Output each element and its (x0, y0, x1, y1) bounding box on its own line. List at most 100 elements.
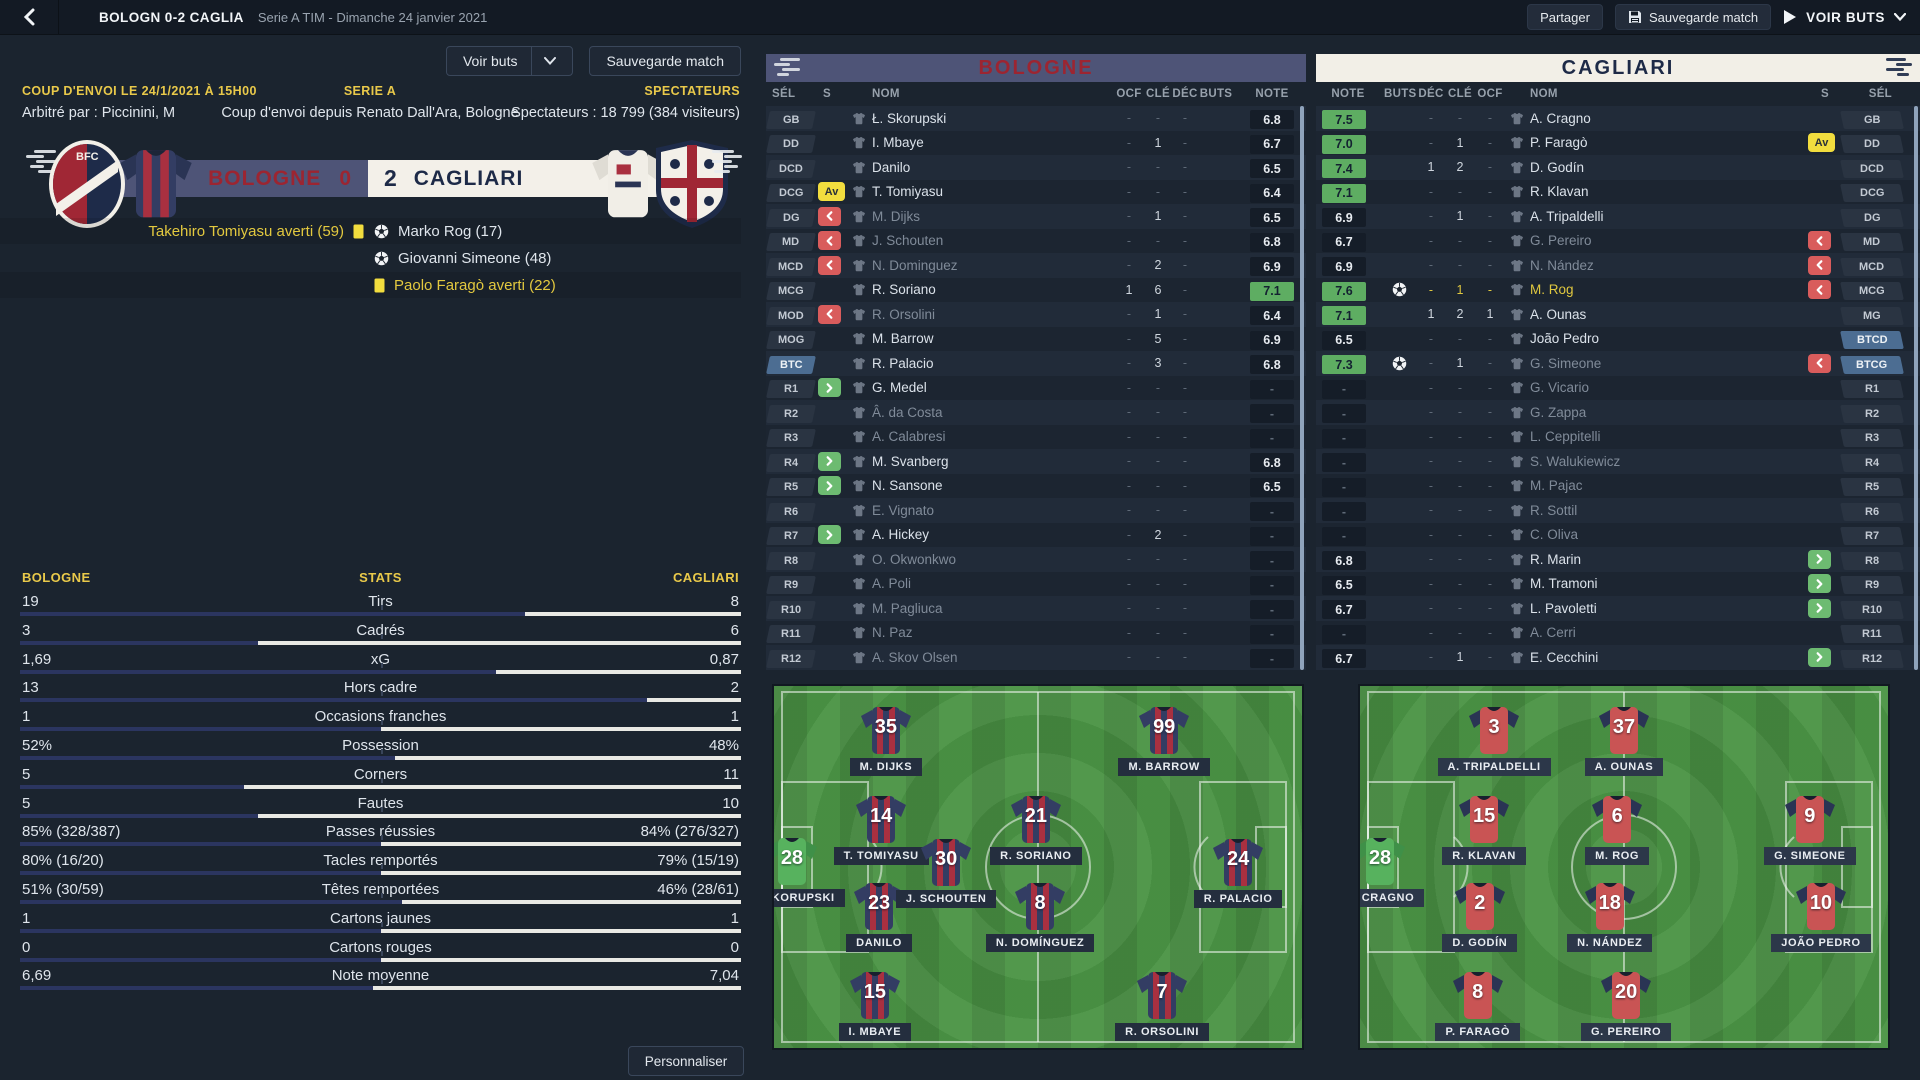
table-row[interactable]: DD Av P. Faragò 7.0 - 1 - (1316, 130, 1920, 155)
stat-home-value: 5 (22, 765, 31, 783)
pitch-player[interactable]: 3 A. TRIPALDELLI (1429, 703, 1559, 777)
table-row[interactable]: BTCG G. Simeone 7.3 - 1 - (1316, 351, 1920, 376)
pitch-player[interactable]: 15 I. MBAYE (810, 968, 940, 1042)
pitch-player[interactable]: 14 T. TOMIYASU (816, 792, 946, 865)
pitch-player[interactable]: 21 R. SORIANO (971, 792, 1101, 865)
sort-lines-icon[interactable] (1882, 58, 1912, 80)
stat-label: Note moyenne (331, 967, 430, 985)
table-row[interactable]: MCD N. Nández 6.9 - - - (1316, 253, 1920, 278)
rating-cell: - (1322, 400, 1366, 425)
table-row[interactable]: R12 E. Cecchini 6.7 - 1 - (1316, 645, 1920, 670)
stat-cell: - (1428, 184, 1434, 199)
pitch-player[interactable]: 35 M. DIJKS (821, 703, 951, 777)
personnaliser-button[interactable]: Personnaliser (628, 1046, 744, 1076)
table-row[interactable]: R2 G. Zappa - - - - (1316, 400, 1920, 425)
table-row[interactable]: MD G. Pereiro 6.7 - - - (1316, 228, 1920, 253)
table-row[interactable]: R3 L. Ceppitelli - - - - (1316, 424, 1920, 450)
table-row[interactable]: R3 A. Calabresi - - - - (766, 424, 1306, 449)
table-row[interactable]: R8 O. Okwonkwo - - - - (766, 547, 1306, 572)
table-row[interactable]: DCG Av T. Tomiyasu - - - 6.4 (766, 179, 1306, 204)
table-row[interactable]: R7 C. Oliva - - - - (1316, 522, 1920, 547)
player-name-plate: Ł. SKORUPSKI (774, 888, 845, 907)
pitch-player[interactable]: 10 JOÃO PEDRO (1756, 879, 1886, 953)
table-row[interactable]: BTC R. Palacio - 3 - 6.8 (766, 351, 1306, 376)
table-row[interactable]: GB Ł. Skorupski - - - 6.8 (766, 106, 1306, 131)
stat-cell: - (1487, 160, 1493, 175)
shirt-number: 30 (935, 847, 958, 870)
pitch-player[interactable]: 9 G. SIMEONE (1745, 792, 1875, 865)
table-row[interactable]: DCD Danilo - - - 6.5 (766, 155, 1306, 180)
table-row[interactable]: DCG R. Klavan 7.1 - - - (1316, 179, 1920, 204)
shirt-number: 20 (1614, 981, 1638, 1004)
table-row[interactable]: R9 A. Poli - - - - (766, 571, 1306, 596)
pitch-player[interactable]: 18 N. NÁNDEZ (1545, 879, 1675, 953)
rating-cell: 6.5 (1250, 204, 1294, 229)
table-row[interactable]: R6 E. Vignato - - - - (766, 498, 1306, 523)
table-row[interactable]: BTCD João Pedro 6.5 - - - (1316, 326, 1920, 351)
save-match-button[interactable]: Sauvegarde match (1614, 4, 1772, 30)
stat-cell: - (1487, 356, 1493, 371)
table-row[interactable]: R9 M. Tramoni 6.5 - - - (1316, 571, 1920, 596)
table-row[interactable]: DD I. Mbaye - 1 - 6.7 (766, 130, 1306, 155)
table-row[interactable]: MCG M. Rog 7.6 - 1 - (1316, 277, 1920, 302)
table-row[interactable]: R7 A. Hickey - 2 - - (766, 522, 1306, 547)
table-row[interactable]: MOD R. Orsolini - 1 - 6.4 (766, 302, 1306, 327)
back-button[interactable] (0, 0, 59, 34)
pitch-player[interactable]: 20 G. PEREIRO (1561, 968, 1691, 1042)
pitch-player[interactable]: 8 P. FARAGÒ (1413, 968, 1543, 1042)
table-row[interactable]: R11 A. Cerri - - - - (1316, 620, 1920, 645)
table-row[interactable]: R5 N. Sansone - - - 6.5 (766, 473, 1306, 498)
pitch-player[interactable]: 30 J. SCHOUTEN (881, 835, 1011, 908)
table-row[interactable]: R10 M. Pagliuca - - - - (766, 596, 1306, 621)
player-shirt-icon (852, 449, 866, 474)
table-row[interactable]: R1 G. Medel - - - - (766, 375, 1306, 401)
pitch-player[interactable]: 15 R. KLAVAN (1419, 792, 1549, 865)
position-label: DD (783, 138, 799, 151)
table-row[interactable]: R11 N. Paz - - - - (766, 620, 1306, 645)
table-row[interactable]: MCG R. Soriano 1 6 - 7.1 (766, 277, 1306, 302)
position-label: R8 (783, 554, 799, 567)
rating-cell: - (1250, 376, 1294, 401)
pitch-player[interactable]: 8 N. DOMÍNGUEZ (975, 879, 1105, 953)
pitch-player[interactable]: 23 DANILO (814, 879, 944, 953)
table-row[interactable]: R1 G. Vicario - - - - (1316, 375, 1920, 400)
table-row[interactable]: DG A. Tripaldelli 6.9 - 1 - (1316, 204, 1920, 229)
stat-cell: 1 (1154, 135, 1162, 150)
pitch-player[interactable]: 99 M. BARROW (1099, 703, 1229, 777)
stat-cell: - (1457, 233, 1463, 248)
table-row[interactable]: R8 R. Marin 6.8 - - - (1316, 547, 1920, 572)
stat-cell: - (1457, 111, 1463, 126)
stat-label: Cartons jaunes (330, 909, 431, 927)
table-row[interactable]: R10 L. Pavoletti 6.7 - - - (1316, 596, 1920, 621)
table-row[interactable]: R4 M. Svanberg - - - 6.8 (766, 449, 1306, 474)
table-row[interactable]: MOG M. Barrow - 5 - 6.9 (766, 326, 1306, 351)
table-row[interactable]: R2 Â. da Costa - - - - (766, 400, 1306, 425)
pitch-player[interactable]: 6 M. ROG (1552, 792, 1682, 865)
table-row[interactable]: R5 M. Pajac - - - - (1316, 473, 1920, 498)
bologna-table-scrollbar[interactable] (1300, 106, 1304, 670)
table-row[interactable]: GB A. Cragno 7.5 - - - (1316, 106, 1920, 131)
pitch-player[interactable]: 28 Ł. SKORUPSKI (774, 834, 857, 907)
table-row[interactable]: R6 R. Sottil - - - - (1316, 498, 1920, 523)
table-row[interactable]: R12 A. Skov Olsen - - - - (766, 645, 1306, 670)
pitch-player[interactable]: 37 A. OUNAS (1559, 703, 1689, 777)
stat-cell: 1 (1456, 282, 1464, 297)
table-row[interactable]: R4 S. Walukiewicz - - - - (1316, 449, 1920, 474)
pitch-player[interactable]: 24 R. PALACIO (1173, 835, 1302, 908)
table-row[interactable]: MG A. Ounas 7.1 1 2 1 (1316, 302, 1920, 327)
table-row[interactable]: DG M. Dijks - 1 - 6.5 (766, 204, 1306, 229)
pitch-player[interactable]: 28 A. CRAGNO (1360, 834, 1445, 907)
position-badge: R5 (766, 478, 816, 497)
share-button[interactable]: Partager (1527, 4, 1603, 30)
voir-buts-button[interactable]: Voir buts (445, 46, 574, 76)
table-row[interactable]: MD J. Schouten - - - 6.8 (766, 228, 1306, 253)
pitch-player[interactable]: 2 D. GODÍN (1415, 879, 1545, 953)
sauvegarde-match-button[interactable]: Sauvegarde match (589, 46, 741, 76)
pitch-player[interactable]: 7 R. ORSOLINI (1097, 968, 1227, 1042)
table-row[interactable]: DCD D. Godín 7.4 1 2 - (1316, 155, 1920, 180)
player-shirt-icon (1510, 425, 1524, 450)
player-shirt-icon: 2 (1452, 879, 1508, 933)
table-row[interactable]: MCD N. Dominguez - 2 - 6.9 (766, 253, 1306, 278)
voir-buts-topbar-button[interactable]: VOIR BUTS (1783, 9, 1906, 25)
cagliari-table-scrollbar[interactable] (1914, 106, 1918, 670)
